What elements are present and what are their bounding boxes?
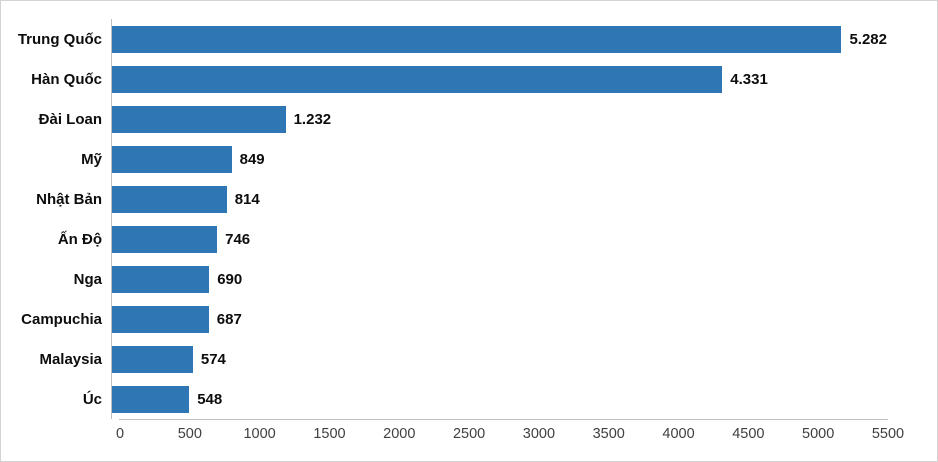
bar	[112, 385, 190, 413]
category-label: Nhật Bản	[36, 190, 102, 208]
category-label: Malaysia	[39, 350, 102, 368]
bar-row: Ấn Độ 746	[1, 219, 887, 259]
bar-row: Đài Loan 1.232	[1, 99, 887, 139]
bar	[112, 305, 209, 333]
x-tick-label: 3500	[592, 426, 625, 442]
bar-track: 687	[111, 299, 887, 339]
category-label: Nga	[73, 270, 102, 288]
bar-row: Úc 548	[1, 379, 887, 419]
bar-row: Mỹ 849	[1, 139, 887, 179]
x-tick-label: 5500	[871, 426, 905, 442]
bar-row: Malaysia 574	[1, 339, 887, 379]
x-tick-label: 1500	[313, 426, 346, 442]
x-axis-line	[119, 419, 888, 420]
bar-track: 746	[111, 219, 887, 259]
x-tick-label: 2000	[383, 426, 416, 442]
value-label: 5.282	[849, 30, 887, 48]
bar-track: 574	[111, 339, 887, 379]
category-label: Đài Loan	[38, 110, 102, 128]
category-label: Ấn Độ	[57, 230, 102, 248]
value-label: 746	[225, 230, 251, 248]
x-tick-label: 2500	[452, 426, 486, 442]
value-label: 849	[239, 150, 265, 168]
x-tick-label: 3000	[522, 426, 556, 442]
x-tick-label: 1000	[243, 426, 276, 442]
x-tick-label: 0	[115, 426, 125, 442]
x-tick-label: 5000	[802, 426, 835, 442]
category-label: Mỹ	[81, 150, 102, 168]
x-tick-label: 4000	[662, 426, 695, 442]
bar	[112, 65, 723, 93]
bar-track: 4.331	[111, 59, 887, 99]
value-label: 687	[216, 310, 242, 328]
value-label: 1.232	[293, 110, 332, 128]
value-label: 548	[197, 390, 223, 408]
bar-track: 849	[111, 139, 887, 179]
bar-track: 690	[111, 259, 887, 299]
bar	[112, 105, 286, 133]
bar	[112, 265, 210, 293]
bar-row: Campuchia 687	[1, 299, 887, 339]
bar-track: 548	[111, 379, 887, 419]
category-label: Campuchia	[21, 310, 102, 328]
category-label: Hàn Quốc	[31, 70, 102, 88]
bar-track: 1.232	[111, 99, 887, 139]
plot-area: Trung Quốc 5.282 Hàn Quốc 4.331 Đài Loan 1.23…	[1, 19, 887, 419]
value-label: 574	[200, 350, 226, 368]
value-label: 814	[234, 190, 260, 208]
category-label: Úc	[82, 390, 102, 408]
category-label: Trung Quốc	[17, 30, 102, 48]
bar	[112, 225, 218, 253]
bar-row: Nhật Bản 814	[1, 179, 887, 219]
x-tick-label: 4500	[732, 426, 765, 442]
bar-row: Nga 690	[1, 259, 887, 299]
bar-row: Hàn Quốc 4.331	[1, 59, 887, 99]
bar-track: 814	[111, 179, 887, 219]
bar	[112, 345, 193, 373]
x-tick-label: 500	[177, 426, 202, 442]
bar-row: Trung Quốc 5.282	[1, 19, 887, 59]
value-label: 4.331	[730, 70, 768, 88]
bar	[112, 25, 842, 53]
bar-track: 5.282	[111, 19, 887, 59]
value-label: 690	[217, 270, 243, 288]
bar	[112, 145, 232, 173]
x-axis: 0 500 1000 1500 2000 2500 3000 3500 4000 4500 5000…	[116, 426, 904, 446]
bar	[112, 185, 227, 213]
